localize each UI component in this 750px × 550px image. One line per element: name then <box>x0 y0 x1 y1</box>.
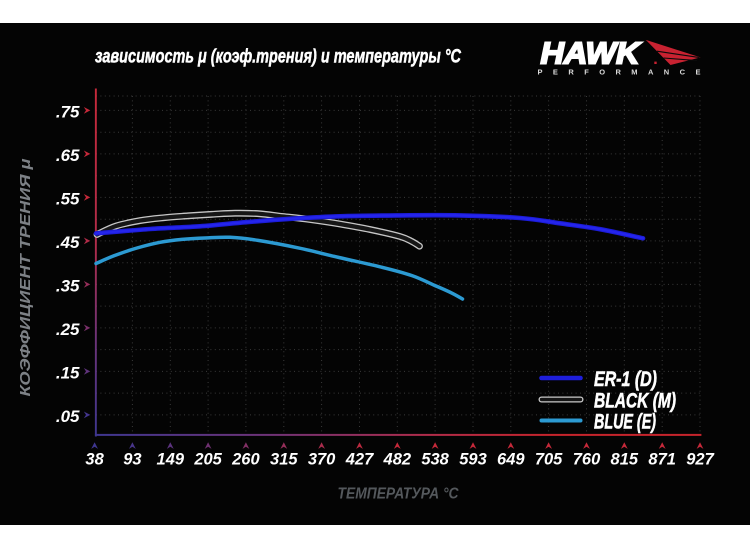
svg-text:.55: .55 <box>56 190 80 209</box>
svg-text:ER-1 (D): ER-1 (D) <box>594 368 657 391</box>
svg-text:.35: .35 <box>56 277 80 296</box>
svg-text:149: 149 <box>157 451 185 469</box>
svg-text:HAWK: HAWK <box>541 36 643 71</box>
svg-text:927: 927 <box>686 451 714 469</box>
svg-text:BLACK (M): BLACK (M) <box>594 389 676 412</box>
svg-text:.45: .45 <box>56 233 80 252</box>
svg-text:.65: .65 <box>56 146 80 165</box>
svg-text:38: 38 <box>85 451 104 469</box>
svg-text:593: 593 <box>459 451 487 469</box>
svg-text:93: 93 <box>123 451 141 469</box>
svg-text:PERFORMANCE: PERFORMANCE <box>538 68 701 77</box>
svg-text:.15: .15 <box>56 364 80 383</box>
svg-text:зависимость μ (коэф.трения) и: зависимость μ (коэф.трения) и температур… <box>95 46 462 68</box>
svg-text:815: 815 <box>611 451 639 469</box>
svg-text:649: 649 <box>497 451 525 469</box>
svg-text:538: 538 <box>421 451 449 469</box>
svg-text:427: 427 <box>345 451 374 469</box>
svg-text:260: 260 <box>231 451 260 469</box>
svg-text:482: 482 <box>383 451 412 469</box>
svg-text:705: 705 <box>535 451 563 469</box>
svg-text:ТЕМПЕРАТУРА °C: ТЕМПЕРАТУРА °C <box>338 486 460 503</box>
svg-text:871: 871 <box>648 451 676 469</box>
svg-text:.05: .05 <box>56 407 80 426</box>
svg-text:КОЭФФИЦИЕНТ ТРЕНИЯ μ: КОЭФФИЦИЕНТ ТРЕНИЯ μ <box>18 158 34 396</box>
svg-text:760: 760 <box>573 451 601 469</box>
svg-text:205: 205 <box>193 451 222 469</box>
svg-text:.25: .25 <box>56 320 80 339</box>
svg-text:BLUE (E): BLUE (E) <box>594 410 656 433</box>
svg-text:.75: .75 <box>56 103 80 122</box>
svg-text:370: 370 <box>308 451 336 469</box>
svg-text:315: 315 <box>270 451 298 469</box>
